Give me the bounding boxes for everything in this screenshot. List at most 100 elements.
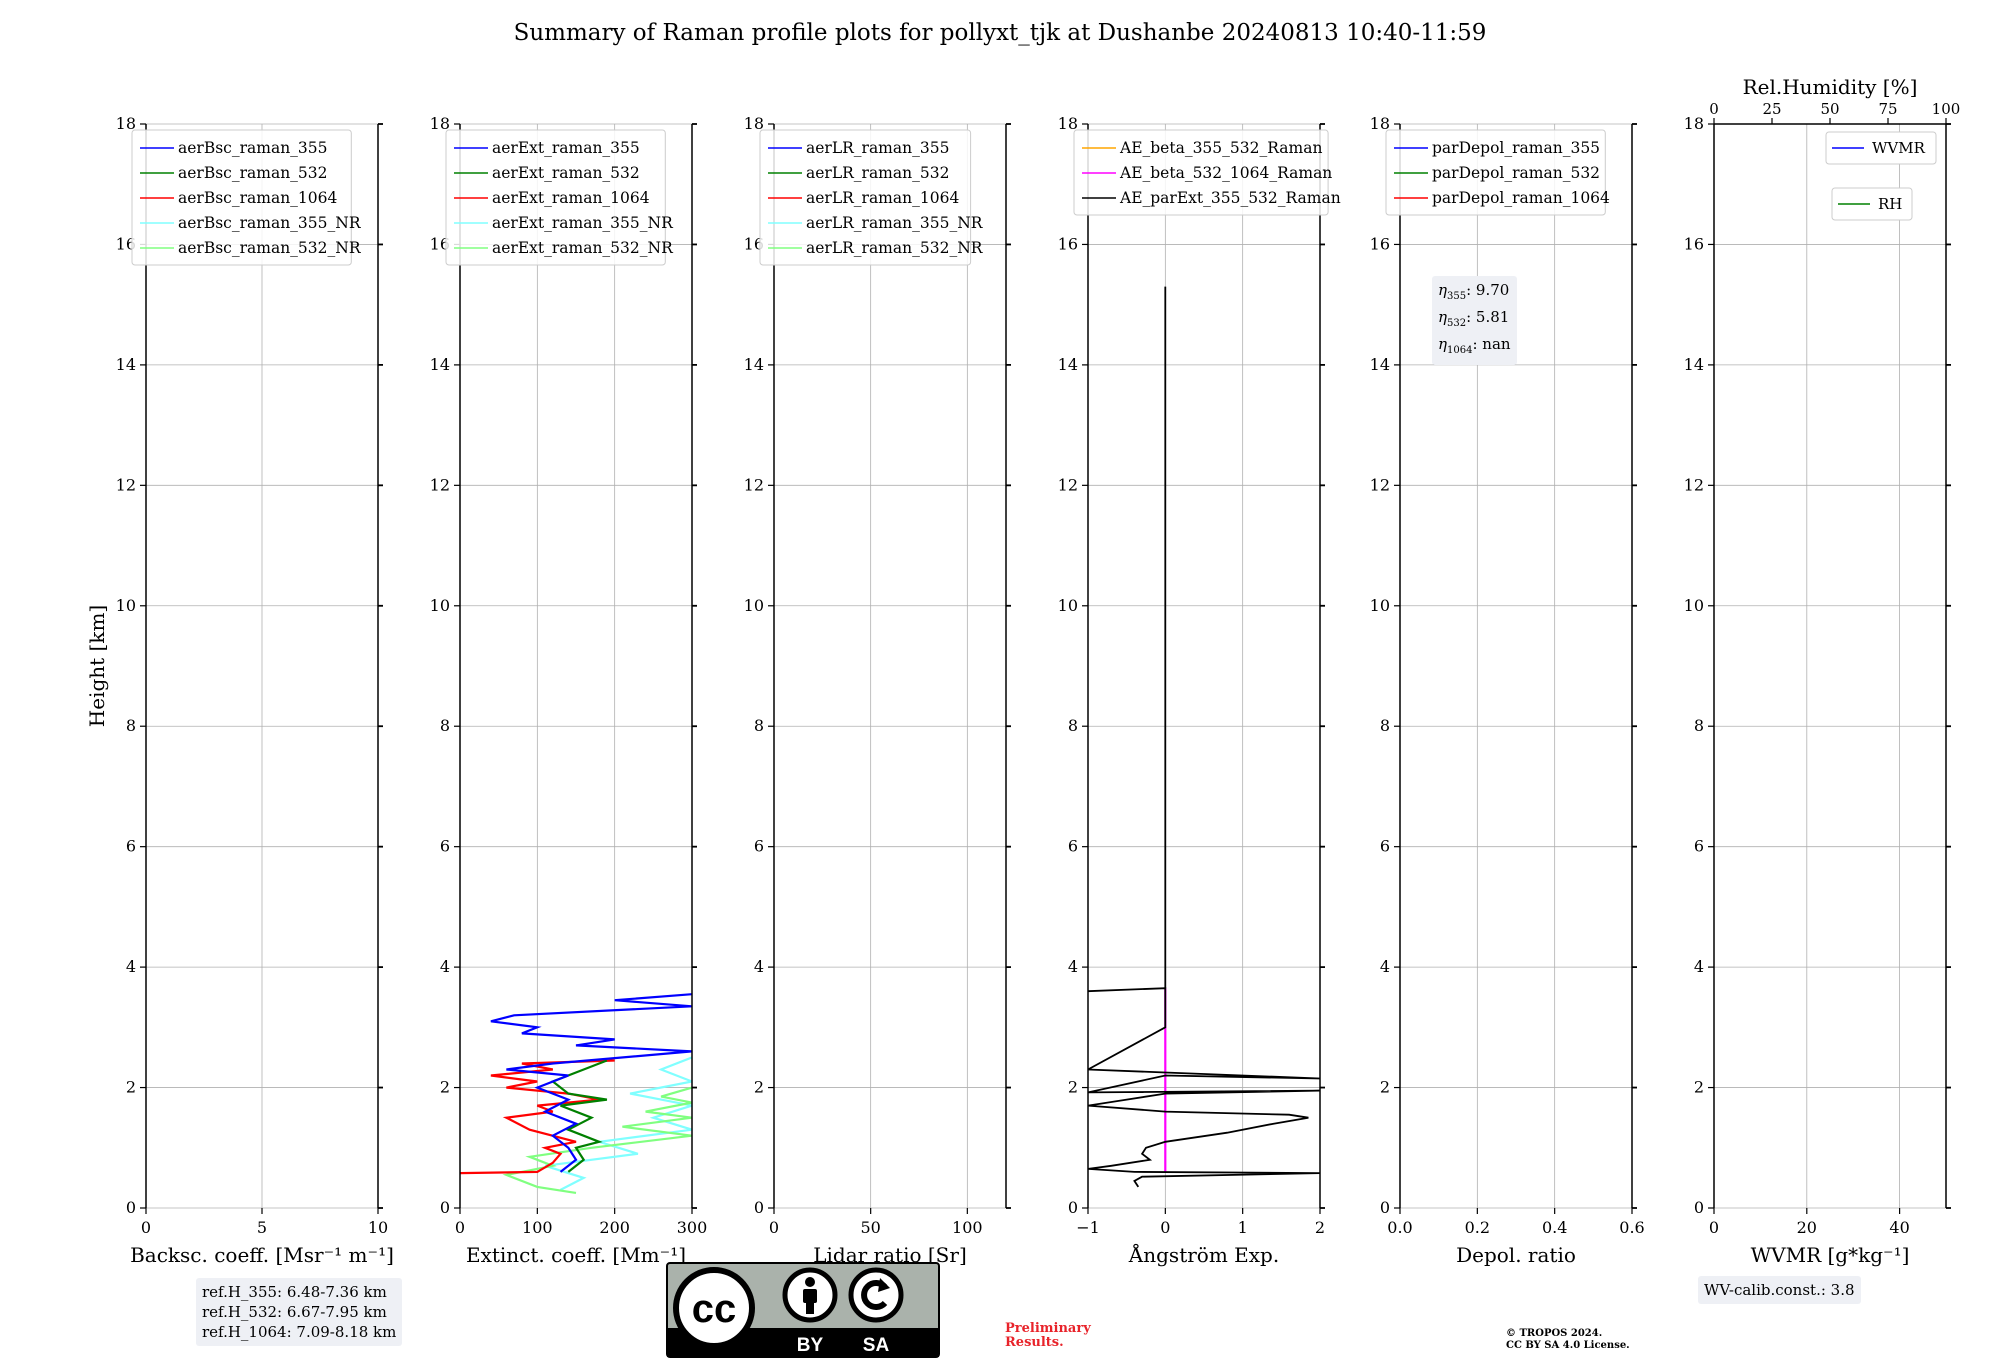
bsc-ytick-label: 12 — [116, 475, 136, 494]
ext-series-aerExt_raman_1064 — [460, 1059, 615, 1175]
bsc-ytick-label: 8 — [126, 716, 136, 735]
lr-ytick-label: 0 — [754, 1198, 764, 1217]
depol-ytick-label: 8 — [1380, 716, 1390, 735]
depol-legend-label: parDepol_raman_355 — [1432, 139, 1600, 157]
depol-ytick-label: 18 — [1370, 114, 1390, 133]
wv-xtick-label: 40 — [1889, 1218, 1909, 1237]
wv-xtick-label: 20 — [1797, 1218, 1817, 1237]
ext-xtick-label: 200 — [599, 1218, 630, 1237]
bsc-xtick-label: 10 — [368, 1218, 388, 1237]
ext-xlabel: Extinct. coeff. [Mm⁻¹] — [466, 1243, 686, 1267]
wv-top-tick-label: 0 — [1709, 100, 1719, 118]
bsc-legend-label: aerBsc_raman_1064 — [178, 189, 338, 207]
wv-ytick-label: 14 — [1684, 355, 1704, 374]
ext-ytick-label: 8 — [440, 716, 450, 735]
wv-xtick-label: 0 — [1709, 1218, 1719, 1237]
bsc-legend-label: aerBsc_raman_532_NR — [178, 239, 362, 257]
wv-ytick-label: 2 — [1694, 1078, 1704, 1097]
ext-legend-label: aerExt_raman_355_NR — [492, 214, 674, 232]
wv-ytick-label: 4 — [1694, 957, 1704, 976]
lr-legend-label: aerLR_raman_532_NR — [806, 239, 984, 257]
eta-532: η532: 5.81 — [1438, 308, 1510, 329]
ref-height-532: ref.H_532: 6.67-7.95 km — [202, 1303, 387, 1321]
wv-ytick-label: 18 — [1684, 114, 1704, 133]
bsc-ytick-label: 0 — [126, 1198, 136, 1217]
bsc-legend-label: aerBsc_raman_532 — [178, 164, 328, 182]
depol-ytick-label: 0 — [1380, 1198, 1390, 1217]
lr-ytick-label: 18 — [744, 114, 764, 133]
bsc-xlabel: Backsc. coeff. [Msr⁻¹ m⁻¹] — [130, 1243, 394, 1267]
depol-ytick-label: 16 — [1370, 234, 1390, 253]
depol-xtick-label: 0.6 — [1619, 1218, 1644, 1237]
lr-legend-label: aerLR_raman_355_NR — [806, 214, 984, 232]
copyright-note: © TROPOS 2024. CC BY SA 4.0 License. — [1506, 1328, 1630, 1352]
ae-legend-label: AE_beta_532_1064_Raman — [1119, 164, 1332, 182]
lr-ytick-label: 12 — [744, 475, 764, 494]
ext-legend-box — [445, 129, 666, 266]
bsc-legend-label: aerBsc_raman_355 — [178, 139, 328, 157]
eta-532-value: 5.81 — [1475, 308, 1510, 326]
wv-ytick-label: 6 — [1694, 837, 1704, 856]
wv-legend-label: WVMR — [1872, 139, 1926, 157]
bsc-legend-box — [131, 129, 352, 266]
ext-ytick-label: 6 — [440, 837, 450, 856]
depol-ytick-label: 14 — [1370, 355, 1390, 374]
ext-ytick-label: 16 — [430, 234, 450, 253]
ext-series-aerExt_raman_532_NR — [502, 1086, 692, 1194]
copyright-line-2: CC BY SA 4.0 License. — [1506, 1340, 1630, 1351]
bsc-xtick-label: 5 — [257, 1218, 267, 1237]
lr-ytick-label: 8 — [754, 716, 764, 735]
ref-heights-box: ref.H_355: 6.48-7.36 km ref.H_532: 6.67-… — [196, 1278, 403, 1346]
wv-calib-box: WV-calib.const.: 3.8 — [1698, 1276, 1861, 1304]
wv-legend-label: RH — [1878, 195, 1902, 213]
lr-legend-label: aerLR_raman_355 — [806, 139, 949, 157]
preliminary-note: Preliminary Results. — [1005, 1322, 1091, 1350]
ae-xtick-label: −1 — [1076, 1218, 1100, 1237]
depol-ytick-label: 4 — [1380, 957, 1390, 976]
cc-license-badge: cc BY SA — [666, 1262, 940, 1358]
ext-ytick-label: 18 — [430, 114, 450, 133]
ae-xtick-label: 1 — [1238, 1218, 1248, 1237]
lr-xtick-label: 100 — [952, 1218, 983, 1237]
ae-xtick-label: 0 — [1160, 1218, 1170, 1237]
lr-ytick-label: 6 — [754, 837, 764, 856]
ae-legend-label: AE_beta_355_532_Raman — [1119, 139, 1322, 157]
preliminary-line-2: Results. — [1005, 1335, 1064, 1350]
copyright-line-1: © TROPOS 2024. — [1506, 1328, 1603, 1339]
bsc-legend-label: aerBsc_raman_355_NR — [178, 214, 362, 232]
wv-legend-box — [1825, 131, 1937, 165]
depol-ytick-label: 6 — [1380, 837, 1390, 856]
depol-legend-box — [1385, 129, 1606, 216]
eta-1064-value: nan — [1482, 335, 1511, 353]
ae-legend-box — [1073, 129, 1329, 216]
lr-ytick-label: 16 — [744, 234, 764, 253]
depol-ytick-label: 2 — [1380, 1078, 1390, 1097]
ext-xtick-label: 100 — [522, 1218, 553, 1237]
wv-top-tick-label: 75 — [1878, 100, 1897, 118]
ae-ytick-label: 18 — [1058, 114, 1078, 133]
ae-legend-label: AE_parExt_355_532_Raman — [1119, 189, 1341, 207]
wv-top-tick-label: 50 — [1820, 100, 1839, 118]
lr-legend-box — [759, 129, 972, 266]
bsc-ytick-label: 16 — [116, 234, 136, 253]
ref-height-1064: ref.H_1064: 7.09-8.18 km — [202, 1323, 397, 1341]
ae-ytick-label: 8 — [1068, 716, 1078, 735]
ext-series-aerExt_raman_355_NR — [544, 1056, 692, 1191]
ext-ytick-label: 0 — [440, 1198, 450, 1217]
bsc-ytick-label: 2 — [126, 1078, 136, 1097]
ext-legend-label: aerExt_raman_1064 — [492, 189, 650, 207]
bsc-ytick-label: 18 — [116, 114, 136, 133]
depol-ytick-label: 12 — [1370, 475, 1390, 494]
ext-xtick-label: 0 — [455, 1218, 465, 1237]
by-label: BY — [797, 1335, 824, 1356]
depol-xtick-label: 0.0 — [1387, 1218, 1412, 1237]
ext-legend-label: aerExt_raman_532_NR — [492, 239, 674, 257]
wv-calib-text: WV-calib.const.: 3.8 — [1704, 1281, 1855, 1299]
ae-ytick-label: 10 — [1058, 596, 1078, 615]
ext-legend-label: aerExt_raman_532 — [492, 164, 640, 182]
wv-ytick-label: 10 — [1684, 596, 1704, 615]
ae-ytick-label: 2 — [1068, 1078, 1078, 1097]
ae-ytick-label: 4 — [1068, 957, 1078, 976]
depol-xtick-label: 0.2 — [1465, 1218, 1490, 1237]
ae-ytick-label: 0 — [1068, 1198, 1078, 1217]
